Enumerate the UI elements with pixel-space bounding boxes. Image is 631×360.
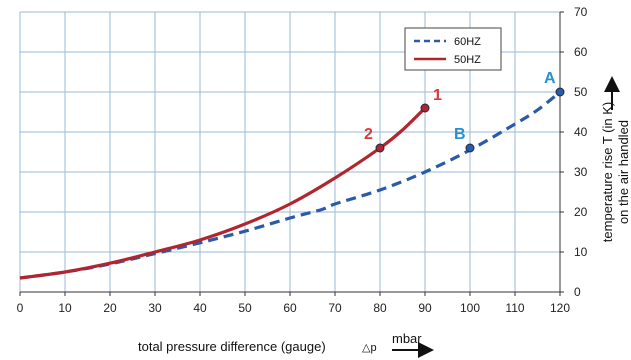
x-tick-label-9: 90 [418, 301, 432, 315]
y-tick-label-4: 40 [574, 125, 588, 139]
x-tick-label-4: 40 [193, 301, 207, 315]
x-tick-label-3: 30 [148, 301, 162, 315]
x-tick-label-7: 70 [328, 301, 342, 315]
point-label-2: 2 [364, 126, 373, 143]
x-tick-label-10: 100 [460, 301, 480, 315]
legend-label-60hz: 60HZ [454, 36, 481, 48]
legend-box [404, 27, 502, 71]
series-line-50hz [19, 106, 427, 280]
y-tick-label-5: 50 [574, 85, 588, 99]
point-marker-1 [420, 103, 430, 113]
y-axis-title: temperature rise T (in K) on the air han… [600, 102, 631, 242]
point-marker-b [465, 143, 475, 153]
y-tick-label-1: 10 [574, 245, 588, 259]
x-tick-label-11: 110 [505, 301, 524, 315]
y-tick-label-2: 20 [574, 205, 588, 219]
x-tick-label-2: 20 [103, 301, 117, 315]
x-axis-unit: mbar [392, 331, 422, 346]
y-tick-labels: 0 10 20 30 40 50 60 70 [560, 5, 588, 299]
x-axis-symbol: △p [362, 342, 377, 354]
x-tick-label-6: 60 [283, 301, 297, 315]
legend-label-50hz: 50HZ [454, 54, 481, 66]
point-marker-a [555, 87, 565, 97]
y-tick-label-6: 60 [574, 45, 588, 59]
x-tick-label-5: 50 [238, 301, 252, 315]
x-axis-title-text: total pressure difference (gauge) [138, 339, 326, 354]
x-tick-label-8: 80 [373, 301, 387, 315]
series-lines [19, 90, 562, 280]
marked-points: A B 1 2 [364, 70, 565, 153]
y-axis-title-line2: on the air handled [616, 120, 631, 224]
y-tick-label-3: 30 [574, 165, 588, 179]
x-tick-label-1: 10 [58, 301, 72, 315]
x-axis-title: total pressure difference (gauge) △p mba… [138, 331, 434, 358]
point-label-a: A [544, 70, 556, 87]
y-axis-title-line1: temperature rise T (in K) [600, 102, 615, 242]
x-tick-label-12: 120 [550, 301, 570, 315]
point-label-b: B [454, 126, 466, 143]
x-tick-label-0: 0 [17, 301, 24, 315]
legend: 60HZ 50HZ [404, 27, 502, 71]
y-tick-label-7: 70 [574, 5, 588, 19]
y-tick-label-0: 0 [574, 285, 581, 299]
point-marker-2 [375, 143, 385, 153]
x-tick-labels: 0 10 20 30 40 50 60 70 80 90 100 110 120 [17, 292, 570, 315]
point-label-1: 1 [433, 87, 442, 104]
